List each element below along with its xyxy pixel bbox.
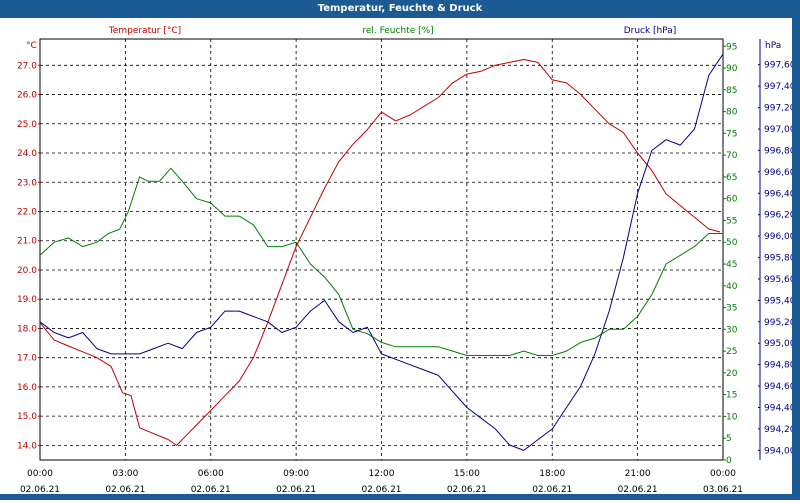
temperature-tick-label: 19.0: [17, 295, 37, 305]
pressure-tick-label: 994,20: [764, 425, 796, 435]
chart-title-bar: Temperatur, Feuchte & Druck: [0, 0, 800, 18]
x-tick-date-label: 02.06.21: [447, 485, 487, 495]
x-tick-time-label: 15:00: [454, 469, 480, 479]
temperature-tick-label: 14.0: [17, 441, 37, 451]
x-tick-date-label: 02.06.21: [276, 485, 316, 495]
pressure-tick-label: 995,20: [764, 318, 796, 328]
temperature-unit-label: °C: [26, 41, 37, 51]
bottom-frame-border: [0, 494, 800, 500]
temperature-tick-label: 26.0: [17, 91, 37, 101]
pressure-tick-label: 994,60: [764, 382, 796, 392]
pressure-tick-label: 996,20: [764, 211, 796, 221]
humidity-tick-label: 90: [726, 64, 738, 74]
x-tick-date-label: 02.06.21: [191, 485, 231, 495]
pressure-tick-label: 994,00: [764, 446, 796, 456]
pressure-tick-label: 995,60: [764, 275, 796, 285]
humidity-tick-label: 75: [726, 129, 737, 139]
pressure-tick-label: 996,60: [764, 168, 796, 178]
x-tick-date-label: 02.06.21: [105, 485, 145, 495]
humidity-tick-label: 70: [726, 151, 738, 161]
humidity-tick-label: 35: [726, 304, 737, 314]
temperature-tick-label: 20.0: [17, 266, 37, 276]
humidity-tick-label: 45: [726, 260, 737, 270]
pressure-series-line: [39, 53, 724, 451]
x-tick-date-label: 02.06.21: [361, 485, 401, 495]
x-tick-time-label: 12:00: [369, 469, 395, 479]
pressure-tick-label: 997,40: [764, 82, 796, 92]
temperature-tick-label: 21.0: [17, 237, 37, 247]
pressure-tick-label: 996,40: [764, 189, 796, 199]
humidity-tick-label: 80: [726, 108, 738, 118]
humidity-tick-label: 10: [726, 412, 738, 422]
humidity-tick-label: 40: [726, 282, 738, 292]
right-frame-border: [792, 18, 800, 500]
legend-humidity: rel. Feuchte [%]: [362, 26, 433, 36]
humidity-tick-label: 60: [726, 195, 738, 205]
pressure-tick-label: 995,00: [764, 339, 796, 349]
chart-area: 14.0 15.0 16.0 17.0 18.0 19.0 20.0 21.0 22.0 23.0…: [0, 18, 800, 500]
temperature-tick-label: 17.0: [17, 354, 37, 364]
temperature-tick-label: 25.0: [17, 120, 37, 130]
chart-svg: 14.0 15.0 16.0 17.0 18.0 19.0 20.0 21.0 22.0 23.0…: [17, 26, 796, 495]
temperature-series-line: [39, 59, 721, 446]
x-tick-time-label: 18:00: [539, 469, 565, 479]
temperature-tick-label: 16.0: [17, 383, 37, 393]
legend-temperature: Temperatur [°C]: [108, 26, 181, 36]
x-tick-time-label: 06:00: [198, 469, 224, 479]
x-tick-time-label: 09:00: [283, 469, 309, 479]
humidity-tick-label: 25: [726, 347, 737, 357]
chart-title: Temperatur, Feuchte & Druck: [317, 3, 483, 14]
humidity-series-line: [39, 167, 723, 356]
humidity-tick-label: 50: [726, 238, 738, 248]
temperature-tick-label: 27.0: [17, 61, 37, 71]
x-tick-time-label: 00:00: [710, 469, 736, 479]
pressure-tick-label: 994,40: [764, 404, 796, 414]
x-tick-time-label: 03:00: [112, 469, 138, 479]
x-tick-date-label: 03.06.21: [703, 485, 743, 495]
humidity-tick-label: 15: [726, 391, 737, 401]
temperature-tick-label: 23.0: [17, 178, 37, 188]
x-tick-date-label: 02.06.21: [20, 485, 60, 495]
humidity-tick-label: 55: [726, 216, 737, 226]
pressure-tick-label: 994,80: [764, 361, 796, 371]
pressure-tick-label: 995,40: [764, 296, 796, 306]
humidity-tick-label: 0: [726, 456, 732, 466]
x-tick-time-label: 00:00: [27, 469, 53, 479]
pressure-tick-label: 995,80: [764, 254, 796, 264]
humidity-tick-label: 20: [726, 369, 738, 379]
pressure-tick-label: 996,80: [764, 146, 796, 156]
x-tick-date-label: 02.06.21: [618, 485, 658, 495]
pressure-tick-label: 997,00: [764, 125, 796, 135]
humidity-tick-label: 65: [726, 173, 737, 183]
temperature-tick-label: 15.0: [17, 412, 37, 422]
pressure-unit-label: hPa: [765, 41, 781, 51]
humidity-tick-label: 5: [726, 434, 732, 444]
temperature-tick-label: 24.0: [17, 149, 37, 159]
humidity-tick-label: 30: [726, 325, 738, 335]
humidity-tick-label: 85: [726, 86, 737, 96]
legend-pressure: Druck [hPa]: [624, 26, 677, 36]
temperature-tick-label: 18.0: [17, 324, 37, 334]
pressure-tick-label: 996,00: [764, 232, 796, 242]
temperature-tick-label: 22.0: [17, 207, 37, 217]
pressure-tick-label: 997,20: [764, 104, 796, 114]
x-tick-time-label: 21:00: [625, 469, 651, 479]
pressure-tick-label: 997,60: [764, 61, 796, 71]
x-tick-date-label: 02.06.21: [532, 485, 572, 495]
humidity-tick-label: 95: [726, 42, 737, 52]
